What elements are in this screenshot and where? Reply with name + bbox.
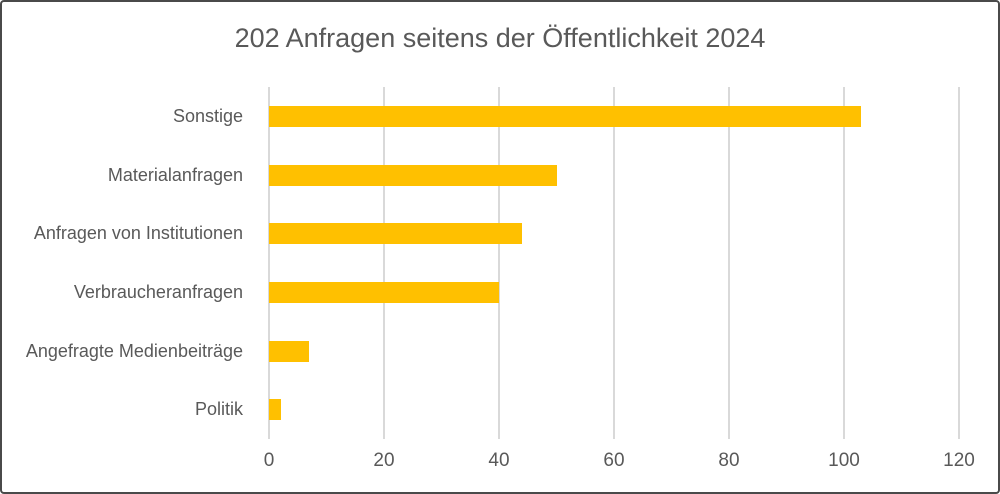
- category-label: Verbraucheranfragen: [73, 281, 243, 302]
- gridline: [843, 87, 845, 439]
- gridline: [613, 87, 615, 439]
- plot-area: 0 20 40 60 80 100 120: [264, 87, 975, 471]
- gridline: [383, 87, 385, 439]
- category-label: Angefragte Medienbeiträge: [25, 340, 243, 361]
- category-label: Politik: [194, 399, 243, 420]
- gridline: [498, 87, 500, 439]
- gridline: [268, 87, 270, 439]
- bar-2: [269, 164, 557, 186]
- x-tick-label: 40: [488, 450, 510, 471]
- category-label: Materialanfragen: [107, 164, 243, 185]
- chart-title: 202 Anfragen seitens der Öffentlichkeit …: [234, 23, 766, 53]
- x-tick-label: 60: [603, 450, 625, 471]
- x-tick-label: 20: [373, 450, 395, 471]
- x-tick-label: 100: [828, 450, 860, 471]
- category-label: Sonstige: [172, 105, 243, 126]
- bar-6: [269, 399, 281, 421]
- bar-4: [269, 281, 499, 303]
- x-tick-label: 0: [263, 450, 275, 471]
- x-tick-label: 120: [943, 450, 975, 471]
- category-label: Anfragen von Institutionen: [33, 223, 243, 244]
- bar-5: [269, 340, 310, 362]
- gridline: [958, 87, 960, 439]
- category-axis: Sonstige Materialanfragen Anfragen von Ins…: [2, 87, 255, 439]
- gridline: [728, 87, 730, 439]
- x-tick-label: 80: [718, 450, 740, 471]
- bar-1: [269, 105, 862, 127]
- bar-3: [269, 223, 522, 245]
